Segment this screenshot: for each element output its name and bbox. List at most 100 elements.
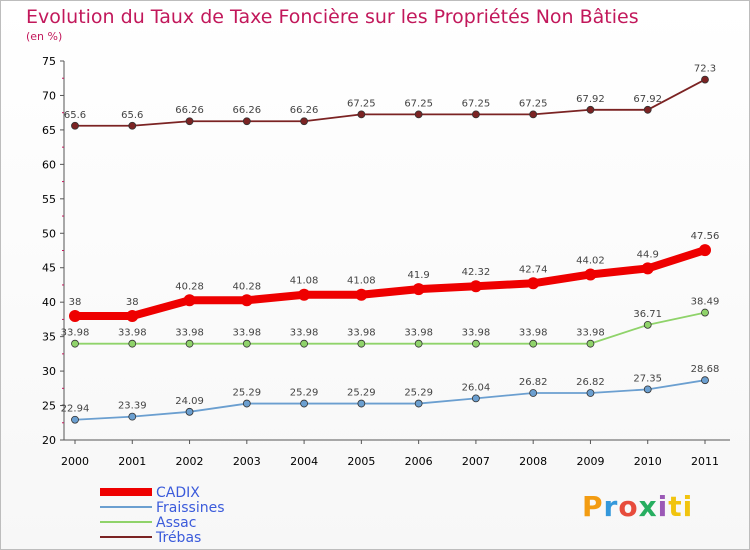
- data-label-trébas: 67.92: [576, 94, 605, 105]
- data-point-assac: [472, 339, 480, 348]
- y-tick-label: 55: [42, 193, 56, 206]
- y-tick-label: 25: [42, 400, 56, 413]
- data-label-fraissines: 27.35: [633, 373, 662, 384]
- data-point-trébas: [472, 110, 480, 119]
- data-point-cadix: [126, 309, 139, 322]
- chart-title: Evolution du Taux de Taxe Foncière sur l…: [26, 6, 639, 28]
- data-label-cadix: 47.56: [691, 231, 720, 242]
- data-label-fraissines: 25.29: [290, 388, 319, 399]
- series-line-assac: [74, 311, 706, 345]
- y-tick-label: 70: [42, 89, 56, 102]
- data-point-cadix: [355, 288, 368, 301]
- data-point-trébas: [128, 121, 137, 130]
- x-tick-label: 2008: [519, 455, 547, 468]
- data-point-trébas: [300, 117, 308, 126]
- data-point-assac: [128, 339, 137, 348]
- data-label-assac: 33.98: [519, 328, 548, 339]
- proxiti-logo: Proxiti: [582, 490, 694, 523]
- series-line-fraissines: [74, 379, 706, 421]
- data-point-fraissines: [185, 407, 194, 416]
- data-point-fraissines: [71, 415, 79, 424]
- y-axis-unit-label: (en %): [26, 30, 63, 43]
- y-tick-label: 60: [42, 158, 56, 171]
- data-point-fraissines: [300, 399, 308, 408]
- data-point-fraissines: [529, 389, 538, 397]
- data-point-trébas: [357, 110, 366, 119]
- data-point-trébas: [242, 117, 251, 126]
- data-point-trébas: [414, 110, 423, 119]
- data-point-fraissines: [643, 385, 652, 394]
- data-label-cadix: 38: [69, 297, 82, 308]
- legend-label-fraissines: Fraissines: [156, 500, 225, 516]
- data-label-assac: 33.98: [576, 328, 605, 339]
- data-point-fraissines: [701, 376, 709, 385]
- x-tick-label: 2007: [462, 455, 490, 468]
- legend-label-trébas: Trébas: [155, 530, 201, 546]
- data-point-fraissines: [472, 394, 480, 403]
- data-point-assac: [185, 339, 194, 348]
- data-label-fraissines: 22.94: [61, 404, 90, 415]
- data-point-cadix: [412, 283, 425, 296]
- data-label-cadix: 44.9: [637, 249, 659, 260]
- x-tick-label: 2011: [691, 455, 719, 468]
- data-point-cadix: [240, 294, 253, 307]
- data-label-cadix: 42.32: [462, 267, 491, 278]
- data-point-cadix: [298, 288, 311, 301]
- data-label-trébas: 66.26: [290, 105, 319, 116]
- x-tick-label: 2006: [405, 455, 433, 468]
- data-point-cadix: [183, 294, 196, 307]
- data-label-assac: 33.98: [232, 328, 261, 339]
- y-tick-label: 40: [42, 296, 56, 309]
- data-point-fraissines: [414, 399, 423, 408]
- data-label-cadix: 40.28: [232, 281, 261, 292]
- data-label-trébas: 67.25: [462, 98, 491, 109]
- data-label-trébas: 67.25: [404, 98, 433, 109]
- data-label-cadix: 42.74: [519, 264, 548, 275]
- y-tick-label: 45: [42, 262, 56, 275]
- data-point-fraissines: [586, 389, 595, 397]
- data-label-assac: 33.98: [347, 328, 376, 339]
- y-tick-label: 20: [42, 434, 56, 447]
- x-tick-label: 2004: [290, 455, 318, 468]
- data-label-assac: 33.98: [462, 328, 491, 339]
- data-point-assac: [357, 339, 366, 348]
- data-label-trébas: 65.6: [64, 110, 86, 121]
- data-label-trébas: 67.25: [347, 98, 376, 109]
- data-point-trébas: [701, 75, 709, 84]
- data-point-cadix: [469, 280, 482, 293]
- x-tick-label: 2002: [176, 455, 204, 468]
- data-label-fraissines: 25.29: [404, 388, 433, 399]
- x-tick-label: 2010: [634, 455, 662, 468]
- legend-label-assac: Assac: [156, 515, 196, 531]
- data-label-cadix: 44.02: [576, 255, 605, 266]
- data-label-assac: 33.98: [61, 328, 90, 339]
- data-label-cadix: 41.9: [408, 270, 430, 281]
- x-tick-label: 2001: [118, 455, 146, 468]
- data-point-fraissines: [357, 399, 366, 408]
- y-tick-label: 30: [42, 365, 56, 378]
- data-point-cadix: [69, 309, 81, 322]
- data-label-cadix: 41.08: [290, 276, 319, 287]
- data-point-cadix: [699, 244, 711, 257]
- data-label-trébas: 66.26: [232, 105, 261, 116]
- y-tick-label: 35: [42, 331, 56, 344]
- data-point-trébas: [71, 121, 79, 130]
- data-label-assac: 36.71: [633, 309, 662, 320]
- data-point-trébas: [185, 117, 194, 126]
- y-tick-label: 65: [42, 124, 56, 137]
- legend-label-cadix: CADIX: [156, 485, 200, 501]
- data-label-fraissines: 26.82: [576, 377, 605, 388]
- data-label-cadix: 38: [126, 297, 139, 308]
- data-label-fraissines: 26.82: [519, 377, 548, 388]
- data-label-assac: 33.98: [290, 328, 319, 339]
- data-point-fraissines: [242, 399, 251, 408]
- data-label-trébas: 67.92: [633, 94, 662, 105]
- data-label-assac: 33.98: [118, 328, 147, 339]
- y-tick-label: 50: [42, 227, 56, 240]
- y-tick-label: 75: [42, 55, 56, 68]
- x-tick-label: 2009: [576, 455, 604, 468]
- data-point-assac: [643, 320, 652, 329]
- data-label-fraissines: 25.29: [232, 388, 261, 399]
- data-label-fraissines: 25.29: [347, 388, 376, 399]
